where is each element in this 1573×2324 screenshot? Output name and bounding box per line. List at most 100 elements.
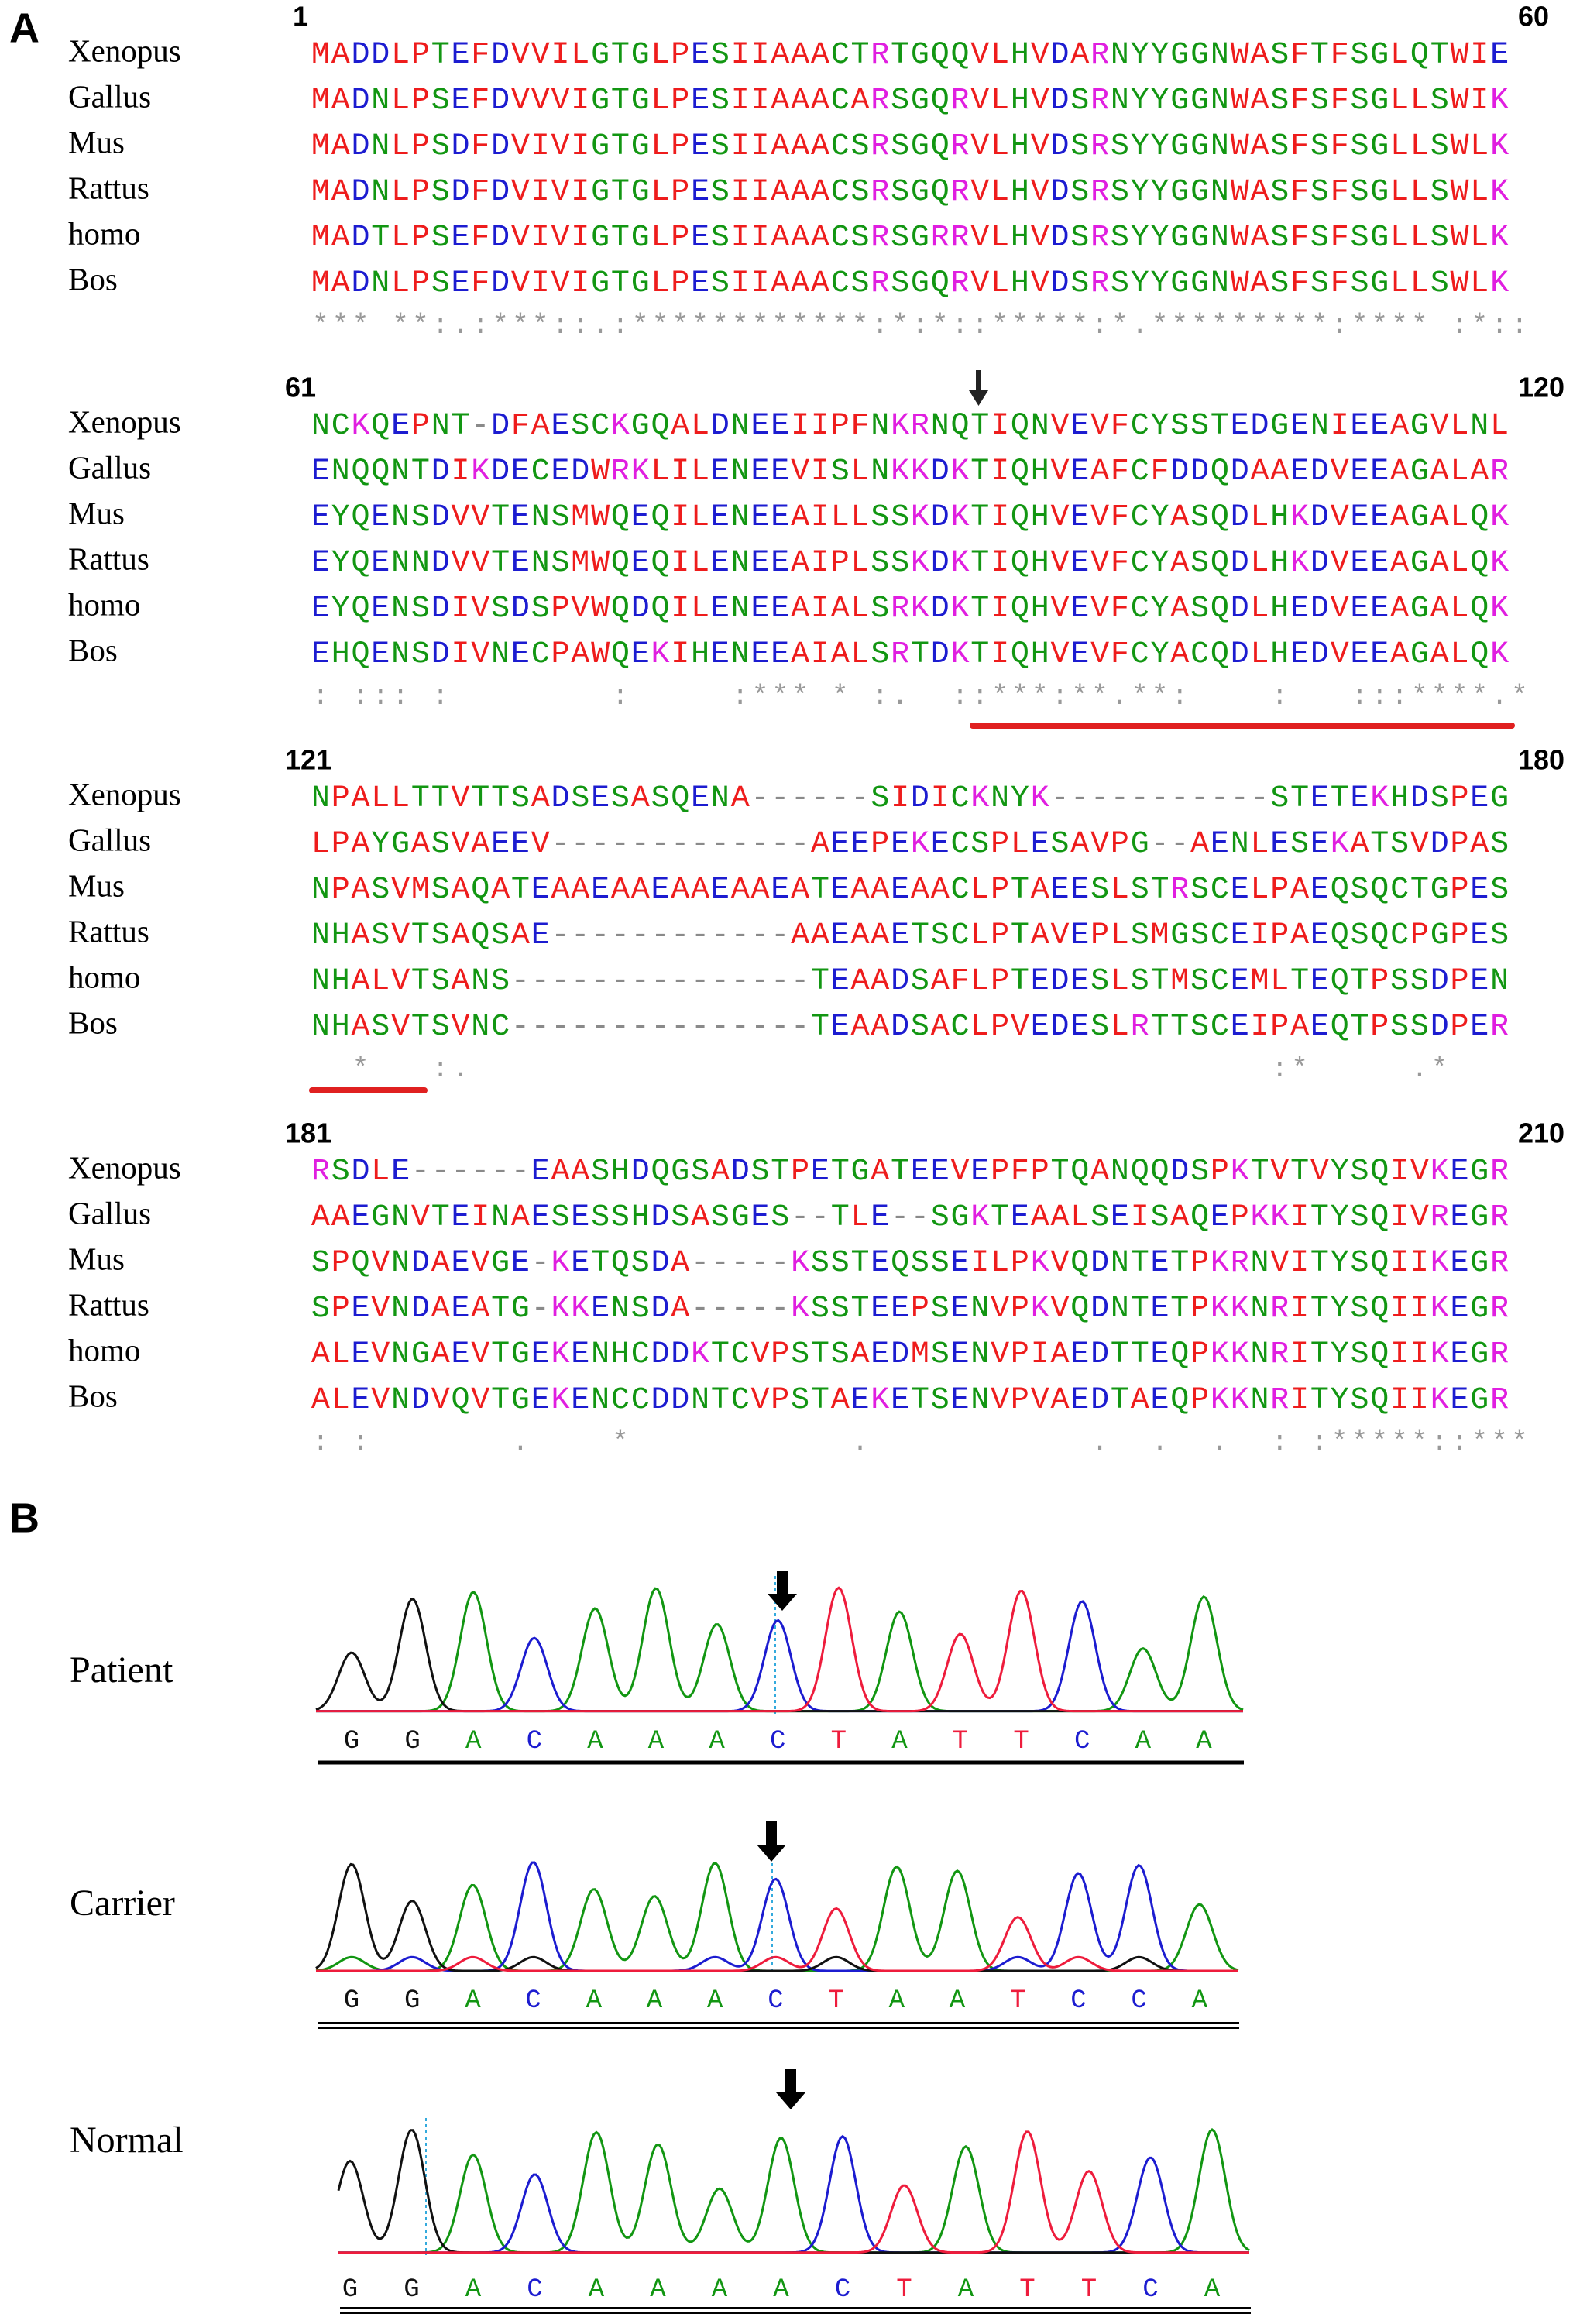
- end-position: 60: [1518, 1, 1549, 33]
- base-call: A: [709, 1727, 725, 1756]
- sequence: NHALVTSANS---------------TEAADSAFLPTEDES…: [311, 964, 1509, 999]
- start-position: 181: [285, 1117, 331, 1149]
- end-position: 180: [1518, 744, 1564, 776]
- base-call: A: [1192, 1986, 1208, 2016]
- alignment: 1 60 Xenopus MADDLPTEFDVVILGTGLPESIIAAACTRT…: [68, 1, 1564, 1458]
- chromatogram: Normal G G A C A A A A C T A T T C A: [70, 2069, 1251, 2314]
- arrow: [969, 370, 988, 406]
- base-call: A: [958, 2275, 974, 2305]
- base-call: C: [525, 1986, 541, 2016]
- base-call: A: [773, 2275, 789, 2305]
- chromatograms: Patient G G A C A A A C T A T T C A A Carrier G G A C A A A C T A A…: [70, 1571, 1251, 2314]
- sequence: MADDLPTEFDVVILGTGLPESIIAAACTRTGQQVLHVDAR…: [311, 38, 1509, 73]
- base-call: T: [896, 2275, 912, 2305]
- sequence: ALEVNGAEVTGEKENHCDDKTCVPSTSAEDMSENVPIAED…: [311, 1337, 1509, 1372]
- base-call: A: [648, 1727, 665, 1756]
- base-call: A: [465, 1727, 482, 1756]
- base-call: A: [1135, 1727, 1152, 1756]
- species-name: Rattus: [68, 170, 149, 205]
- base-call: G: [404, 1727, 420, 1756]
- sequence: EYQENSDIVSDSPVWQDQILENEEAIALSRKDKTIQHVEV…: [311, 592, 1509, 626]
- chromatogram: Carrier G G A C A A A C T A A T C C A: [70, 1821, 1239, 2029]
- panel-label: A: [9, 5, 39, 51]
- sequence: SPQVNDAEVGE-KETQSDA-----KSSTEQSSEILPKVQD…: [311, 1246, 1509, 1281]
- sequence: AAEGNVTEINAESESSHDSASGES--TLE--SGKTEAALS…: [311, 1200, 1509, 1235]
- species-name: Gallus: [68, 78, 151, 114]
- end-position: 210: [1518, 1117, 1564, 1149]
- species-name: homo: [68, 1332, 140, 1368]
- base-call: A: [589, 2275, 605, 2305]
- arrow: [757, 1821, 786, 1862]
- species-name: Bos: [68, 1378, 118, 1413]
- sequence: NHASVTSVNC---------------TEAADSACLPVEDES…: [311, 1010, 1509, 1045]
- base-call: T: [1019, 2275, 1035, 2305]
- species-name: Bos: [68, 1004, 118, 1040]
- base-call: A: [586, 1986, 603, 2016]
- trace-g: [315, 1862, 1238, 1972]
- species-name: Mus: [68, 495, 125, 530]
- base-call: G: [404, 2275, 419, 2305]
- sequence: EYQENNDVVTENSMWQEQILENEEAIPLSSKDKTIQHVEV…: [311, 546, 1509, 581]
- species-name: Xenopus: [68, 403, 181, 439]
- sequence: MADNLPSEFDVIVIGTGLPESIIAAACSRSGQRVLHVDSR…: [311, 266, 1509, 301]
- sequence: MADNLPSEFDVVVIGTGLPESIIAAACARSGQRVLHVDSR…: [311, 84, 1509, 118]
- base-call: C: [1070, 1986, 1086, 2016]
- species-name: Gallus: [68, 449, 151, 485]
- base-call: C: [527, 1727, 542, 1756]
- end-position: 120: [1518, 372, 1564, 403]
- species-name: homo: [68, 215, 140, 251]
- conservation: : : . * . . . . : : * * * * *:: * * *: [312, 1426, 1528, 1458]
- base-call: T: [828, 1986, 843, 2016]
- base-call: A: [891, 1727, 908, 1756]
- sequence: NCKQEPNT-DFAESCKGQALDNEEIIPFNKRNQTIQNVEV…: [311, 409, 1509, 444]
- base-call: A: [1204, 2275, 1221, 2305]
- base-call: C: [1131, 1986, 1146, 2016]
- base-call: T: [1081, 2275, 1097, 2305]
- base-call: G: [344, 1986, 359, 2016]
- base-call: G: [404, 1986, 420, 2016]
- conservation: * * * * *:.: * * *::.: * * * * * * * * * * * *: *: *:: * * * * *:…: [312, 310, 1528, 342]
- sequence: ALEVNDVQVTGEKENCCDDNTCVPSTAEKETSENVPVAED…: [311, 1383, 1509, 1418]
- base-call: T: [831, 1727, 847, 1756]
- sample-name: Normal: [70, 2120, 184, 2161]
- base-call: A: [650, 2275, 666, 2305]
- species-name: Xenopus: [68, 1149, 181, 1185]
- base-call: C: [1074, 1727, 1090, 1756]
- species-name: Gallus: [68, 1195, 151, 1231]
- base-call: A: [465, 1986, 481, 2016]
- species-name: Bos: [68, 261, 118, 297]
- alignment-block: 181 210 Xenopus RSDLE------EAASHDQGSADSTPET…: [68, 1117, 1564, 1458]
- species-name: Xenopus: [68, 33, 181, 68]
- alignment-block: 1 60 Xenopus MADDLPTEFDVVILGTGLPESIIAAACTRT…: [68, 1, 1549, 342]
- sequence: SPEVNDAEATG-KKENSDA-----KSSTEEPSENVPKVQD…: [311, 1292, 1509, 1327]
- base-call: A: [950, 1986, 966, 2016]
- conservation: : ::: : : : * * * * :. :: * * *: * *. * *: : ::: * *…: [312, 681, 1528, 712]
- sequence: MADNLPSDFDVIVIGTGLPESIIAAACSRSGQRVLHVDSR…: [311, 175, 1509, 210]
- base-call: A: [587, 1727, 603, 1756]
- sequence: NPALLTTVTTSADSESASQENA------SIDICKNYK---…: [311, 781, 1509, 816]
- start-position: 121: [285, 744, 331, 776]
- base-call: A: [465, 2275, 482, 2305]
- trace-c: [316, 1861, 1238, 1972]
- sequence: NHASVTSAQSAE------------AAEAAETSCLPTAVEP…: [311, 918, 1509, 953]
- sequence: EYQENSDVVTENSMWQEQILENEEAILLSSKDKTIQHVEV…: [311, 500, 1509, 535]
- species-name: Rattus: [68, 541, 149, 576]
- start-position: 61: [285, 372, 316, 403]
- species-name: Bos: [68, 632, 118, 668]
- sequence: EHQENSDIVNECPAWQEKIHENEEAIALSRTDKTIQHVEV…: [311, 637, 1509, 672]
- species-name: homo: [68, 959, 140, 994]
- sequence: MADNLPSDFDVIVIGTGLPESIIAAACSRSGQRVLHVDSR…: [311, 129, 1509, 164]
- start-position: 1: [293, 1, 308, 33]
- species-name: homo: [68, 586, 140, 622]
- base-call: A: [707, 1986, 723, 2016]
- sample-name: Patient: [70, 1649, 173, 1691]
- base-call: C: [770, 1727, 785, 1756]
- species-name: Mus: [68, 1241, 125, 1276]
- species-name: Mus: [68, 124, 125, 160]
- base-call: C: [1142, 2275, 1158, 2305]
- base-call: G: [342, 2275, 358, 2305]
- trace-g: [315, 1598, 1243, 1713]
- trace-c: [316, 1600, 1243, 1713]
- base-call: A: [889, 1986, 905, 2016]
